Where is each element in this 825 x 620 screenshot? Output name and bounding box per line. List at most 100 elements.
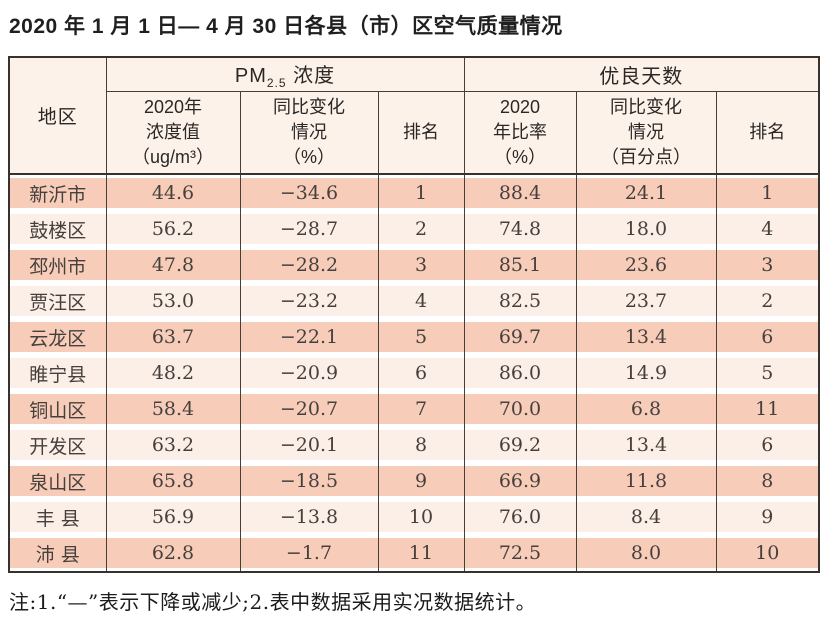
- cell-pm-value: 53.0: [105, 283, 241, 319]
- cell-gd-rate: 82.5: [463, 283, 577, 319]
- cell-pm-value: 48.2: [105, 355, 241, 391]
- cell-gd-change: 13.4: [575, 427, 717, 463]
- cell-gd-rate: 69.7: [463, 319, 577, 355]
- table-row: 开发区 63.2 −20.1 8 69.2 13.4 6: [8, 427, 820, 463]
- cell-pm-rank: 11: [377, 535, 465, 572]
- cell-pm-value: 62.8: [105, 535, 241, 572]
- cell-region: 云龙区: [8, 319, 107, 355]
- table-header: 地区 PM2.5 浓度 优良天数 2020年 浓度值 （ug/m³） 同比变化 …: [8, 57, 820, 175]
- cell-pm-change: −1.7: [239, 535, 379, 572]
- cell-gd-change: 6.8: [575, 391, 717, 427]
- col-header-pm-rank: 排名: [377, 91, 465, 175]
- table-row: 丰 县 56.9 −13.8 10 76.0 8.4 9: [8, 499, 820, 535]
- cell-pm-change: −20.9: [239, 355, 379, 391]
- cell-region: 沛 县: [8, 535, 107, 572]
- cell-gd-change: 23.6: [575, 247, 717, 283]
- cell-pm-change: −28.7: [239, 211, 379, 247]
- cell-pm-rank: 3: [377, 247, 465, 283]
- cell-gd-rank: 1: [715, 174, 820, 211]
- table-row: 睢宁县 48.2 −20.9 6 86.0 14.9 5: [8, 355, 820, 391]
- col-header-gd-rate: 2020 年比率 （%）: [463, 91, 577, 175]
- pm-label-suffix: 浓度: [286, 65, 336, 87]
- table-row: 贾汪区 53.0 −23.2 4 82.5 23.7 2: [8, 283, 820, 319]
- cell-gd-rate: 66.9: [463, 463, 577, 499]
- table-row: 沛 县 62.8 −1.7 11 72.5 8.0 10: [8, 535, 820, 572]
- cell-pm-change: −23.2: [239, 283, 379, 319]
- cell-gd-rank: 4: [715, 211, 820, 247]
- cell-gd-change: 23.7: [575, 283, 717, 319]
- col-header-gd-rank: 排名: [715, 91, 820, 175]
- cell-pm-rank: 2: [377, 211, 465, 247]
- cell-pm-rank: 9: [377, 463, 465, 499]
- header-sub-row: 2020年 浓度值 （ug/m³） 同比变化 情况 （%） 排名 2020 年比…: [9, 91, 820, 175]
- cell-pm-rank: 8: [377, 427, 465, 463]
- cell-pm-rank: 10: [377, 499, 465, 535]
- cell-gd-rank: 6: [715, 319, 820, 355]
- cell-pm-rank: 7: [377, 391, 465, 427]
- cell-region: 丰 县: [8, 499, 107, 535]
- cell-region: 铜山区: [8, 391, 107, 427]
- table-row: 铜山区 58.4 −20.7 7 70.0 6.8 11: [8, 391, 820, 427]
- cell-pm-change: −20.1: [239, 427, 379, 463]
- cell-pm-value: 56.9: [105, 499, 241, 535]
- cell-gd-rank: 2: [715, 283, 820, 319]
- pm-label-subscript: 2.5: [266, 76, 287, 90]
- table-row: 邳州市 47.8 −28.2 3 85.1 23.6 3: [8, 247, 820, 283]
- page-title: 2020 年 1 月 1 日— 4 月 30 日各县（市）区空气质量情况: [9, 15, 563, 38]
- cell-gd-change: 13.4: [575, 319, 717, 355]
- cell-gd-rank: 8: [715, 463, 820, 499]
- cell-pm-rank: 6: [377, 355, 465, 391]
- cell-pm-change: −22.1: [239, 319, 379, 355]
- col-header-pm-value: 2020年 浓度值 （ug/m³）: [105, 91, 241, 175]
- table-body: 新沂市 44.6 −34.6 1 88.4 24.1 1 鼓楼区 56.2 −28.7 2 74.8 1…: [8, 174, 820, 572]
- cell-region: 开发区: [8, 427, 107, 463]
- cell-region: 新沂市: [8, 174, 107, 211]
- header-group-row: 地区 PM2.5 浓度 优良天数: [8, 57, 820, 175]
- col-header-pm-change: 同比变化 情况 （%）: [239, 91, 379, 175]
- cell-pm-value: 58.4: [105, 391, 241, 427]
- air-quality-table: 地区 PM2.5 浓度 优良天数 2020年 浓度值 （ug/m³） 同比变化 …: [8, 56, 820, 573]
- cell-gd-rank: 6: [715, 427, 820, 463]
- cell-gd-rate: 76.0: [463, 499, 577, 535]
- cell-region: 鼓楼区: [8, 211, 107, 247]
- cell-gd-rate: 85.1: [463, 247, 577, 283]
- cell-gd-rate: 69.2: [463, 427, 577, 463]
- cell-gd-rank: 3: [715, 247, 820, 283]
- cell-pm-rank: 4: [377, 283, 465, 319]
- table-row: 鼓楼区 56.2 −28.7 2 74.8 18.0 4: [8, 211, 820, 247]
- cell-gd-change: 8.0: [575, 535, 717, 572]
- table-row: 云龙区 63.7 −22.1 5 69.7 13.4 6: [8, 319, 820, 355]
- cell-pm-value: 56.2: [105, 211, 241, 247]
- col-group-pm25: PM2.5 浓度: [105, 57, 465, 92]
- cell-gd-change: 14.9: [575, 355, 717, 391]
- cell-gd-rate: 74.8: [463, 211, 577, 247]
- cell-gd-rate: 72.5: [463, 535, 577, 572]
- cell-pm-change: −28.2: [239, 247, 379, 283]
- cell-region: 贾汪区: [8, 283, 107, 319]
- cell-gd-rank: 10: [715, 535, 820, 572]
- table-row: 泉山区 65.8 −18.5 9 66.9 11.8 8: [8, 463, 820, 499]
- cell-pm-value: 47.8: [105, 247, 241, 283]
- pm-label-prefix: PM: [234, 65, 267, 87]
- table-row: 新沂市 44.6 −34.6 1 88.4 24.1 1: [8, 174, 820, 211]
- col-group-good-days: 优良天数: [463, 57, 820, 92]
- cell-region: 睢宁县: [8, 355, 107, 391]
- cell-gd-rate: 70.0: [463, 391, 577, 427]
- cell-pm-change: −34.6: [239, 174, 379, 211]
- cell-region: 邳州市: [8, 247, 107, 283]
- cell-pm-change: −13.8: [239, 499, 379, 535]
- cell-pm-value: 44.6: [105, 174, 241, 211]
- cell-region: 泉山区: [8, 463, 107, 499]
- cell-gd-rate: 88.4: [463, 174, 577, 211]
- col-header-gd-change: 同比变化 情况 （百分点）: [575, 91, 717, 175]
- cell-gd-change: 24.1: [575, 174, 717, 211]
- cell-gd-change: 8.4: [575, 499, 717, 535]
- col-header-region: 地区: [8, 57, 107, 175]
- cell-gd-rank: 11: [715, 391, 820, 427]
- cell-pm-rank: 5: [377, 319, 465, 355]
- cell-gd-rank: 5: [715, 355, 820, 391]
- cell-pm-value: 65.8: [105, 463, 241, 499]
- cell-pm-change: −18.5: [239, 463, 379, 499]
- cell-pm-value: 63.7: [105, 319, 241, 355]
